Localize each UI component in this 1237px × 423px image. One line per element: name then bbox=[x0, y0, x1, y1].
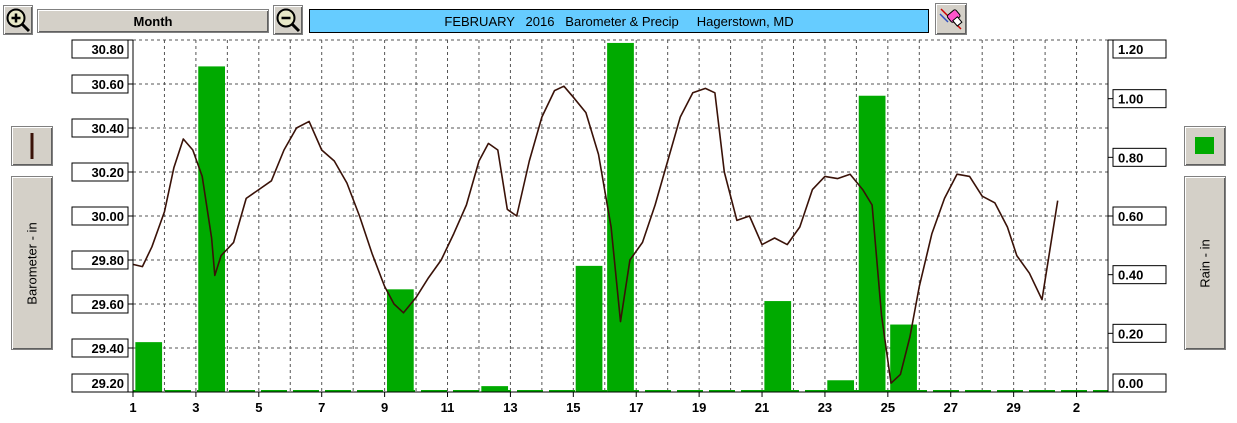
x-tick-label: 3 bbox=[192, 400, 199, 415]
y-left-tick-label: 29.40 bbox=[91, 341, 124, 356]
y-right-tick-box bbox=[1112, 39, 1167, 59]
x-tick-label: 13 bbox=[503, 400, 517, 415]
y-right-tick-label: 0.60 bbox=[1118, 209, 1143, 224]
rain-bar bbox=[764, 301, 792, 392]
y-right-tick-label: 0.20 bbox=[1118, 326, 1143, 341]
x-tick-label: 9 bbox=[381, 400, 388, 415]
x-tick-label: 27 bbox=[944, 400, 958, 415]
x-tick-label: 19 bbox=[692, 400, 706, 415]
tool-button[interactable] bbox=[935, 3, 967, 35]
y-left-tick-box bbox=[71, 39, 129, 59]
magnifier-plus-icon bbox=[6, 8, 31, 33]
y-left-tick-label: 30.20 bbox=[91, 165, 124, 180]
y-left-tick-label: 30.40 bbox=[91, 121, 124, 136]
barometer-series-line bbox=[132, 85, 1059, 385]
magnifier-minus-icon bbox=[276, 8, 301, 33]
period-button[interactable]: Month bbox=[37, 9, 269, 33]
x-tick-label: 21 bbox=[755, 400, 769, 415]
y-right-tick-label: 0.80 bbox=[1118, 150, 1143, 165]
x-tick-label: 15 bbox=[566, 400, 580, 415]
barometer-line bbox=[132, 85, 1059, 385]
y-left-tick-box bbox=[71, 373, 129, 393]
chart-title: FEBRUARY 2016 Barometer & Precip Hagerst… bbox=[309, 9, 929, 33]
x-tick-label: 29 bbox=[1006, 400, 1020, 415]
y-left-tick-label: 29.80 bbox=[91, 253, 124, 268]
barometer-axis-button[interactable]: Barometer - in bbox=[11, 176, 53, 350]
rain-bar bbox=[575, 265, 603, 392]
rain-bar bbox=[827, 380, 855, 392]
y-right-tick-label: 0.40 bbox=[1118, 268, 1143, 283]
rain-axis-button[interactable]: Rain - in bbox=[1184, 176, 1226, 350]
zoom-in-button[interactable] bbox=[3, 5, 33, 35]
y-left-tick-label: 30.60 bbox=[91, 77, 124, 92]
y-left-tick-label: 30.80 bbox=[91, 42, 124, 57]
rain-bar bbox=[481, 386, 509, 392]
axis-labels: 30.8030.6030.4030.2030.0029.8029.6029.40… bbox=[71, 39, 1167, 415]
rain-swatch-button[interactable] bbox=[1184, 126, 1226, 166]
x-tick-label: 5 bbox=[255, 400, 262, 415]
y-right-tick-label: 0.00 bbox=[1118, 376, 1143, 391]
y-right-tick-box bbox=[1112, 373, 1167, 393]
x-tick-label: 11 bbox=[441, 400, 455, 415]
rain-bar bbox=[198, 66, 225, 393]
rain-bars bbox=[133, 42, 1108, 393]
x-tick-label: 7 bbox=[318, 400, 325, 415]
x-tick-label: 17 bbox=[629, 400, 643, 415]
rain-bar bbox=[135, 342, 163, 392]
x-tick-label: 25 bbox=[881, 400, 895, 415]
line-swatch-icon bbox=[30, 133, 34, 159]
y-left-tick-label: 29.20 bbox=[91, 376, 124, 391]
pencil-eraser-icon bbox=[939, 8, 963, 30]
y-right-tick-label: 1.00 bbox=[1118, 92, 1143, 107]
y-left-tick-label: 29.60 bbox=[91, 297, 124, 312]
x-tick-label: 1 bbox=[129, 400, 136, 415]
zoom-out-button[interactable] bbox=[273, 5, 303, 35]
chart-title-text: FEBRUARY 2016 Barometer & Precip Hagerst… bbox=[444, 13, 794, 29]
y-right-tick-label: 1.20 bbox=[1118, 42, 1143, 57]
x-tick-label: 23 bbox=[818, 400, 832, 415]
rain-bar bbox=[607, 42, 634, 392]
bar-swatch-icon bbox=[1195, 137, 1214, 154]
rain-bar bbox=[890, 324, 917, 392]
period-label: Month bbox=[133, 13, 173, 29]
barometer-swatch-button[interactable] bbox=[11, 126, 53, 166]
y-left-tick-label: 30.00 bbox=[91, 209, 124, 224]
x-tick-label: 2 bbox=[1073, 400, 1080, 415]
rain-bar bbox=[858, 95, 886, 392]
